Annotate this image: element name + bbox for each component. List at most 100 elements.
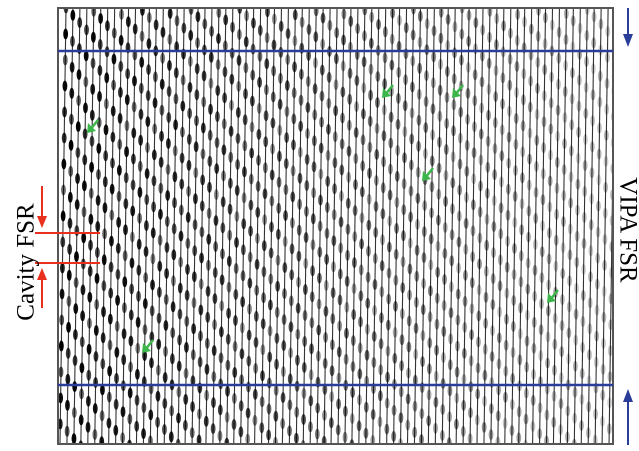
fringe-spot bbox=[312, 161, 317, 172]
fringe-spot bbox=[361, 134, 366, 145]
fringe-spot bbox=[76, 95, 81, 106]
fringe-spot bbox=[281, 392, 286, 403]
fringe-spot bbox=[408, 264, 413, 275]
fringe-spot bbox=[427, 337, 432, 348]
fringe-spot bbox=[559, 372, 564, 383]
fringe-spot bbox=[61, 159, 66, 170]
fringe-spot bbox=[235, 159, 240, 170]
fringe-spot bbox=[578, 23, 583, 34]
fringe-spot bbox=[375, 71, 380, 82]
fringe-spot bbox=[207, 208, 212, 219]
fringe-spot bbox=[268, 274, 273, 285]
fringe-spot bbox=[463, 270, 468, 281]
fringe-spot bbox=[157, 261, 162, 272]
fringe-spot bbox=[530, 421, 535, 432]
fringe-spot bbox=[236, 133, 241, 144]
fringe-spot bbox=[504, 340, 509, 351]
fringe-spot bbox=[264, 84, 269, 95]
fringe-spot bbox=[131, 180, 136, 191]
fringe-spot bbox=[410, 108, 415, 119]
fringe-spot bbox=[302, 336, 307, 347]
fringe-spot bbox=[584, 56, 589, 67]
fringe-spot bbox=[527, 154, 532, 165]
fringe-spot bbox=[359, 264, 364, 275]
fringe-spot bbox=[564, 8, 569, 19]
fringe-spot bbox=[494, 39, 499, 50]
fringe-spot bbox=[207, 156, 212, 167]
fringe-spot bbox=[521, 120, 526, 131]
fringe-spot bbox=[86, 396, 91, 407]
fringe-spot bbox=[327, 20, 332, 31]
fringe-spot bbox=[97, 91, 102, 102]
fringe-spot bbox=[545, 358, 550, 369]
fringe-spot bbox=[246, 382, 251, 393]
figure: Cavity FSR VIPA FSR bbox=[0, 0, 639, 451]
fringe-spot bbox=[411, 30, 416, 41]
fringe-spot bbox=[211, 371, 216, 382]
fringe-spot bbox=[322, 410, 327, 421]
fringe-spot bbox=[389, 60, 394, 71]
fringe-spot bbox=[607, 397, 612, 408]
fringe-spot bbox=[619, 41, 624, 52]
fringe-spot bbox=[493, 91, 498, 102]
fringe-spot bbox=[240, 348, 245, 359]
fringe-spot bbox=[175, 15, 180, 26]
fringe-spot bbox=[118, 61, 123, 72]
fringe-spot bbox=[541, 142, 546, 153]
fringe-spot bbox=[82, 180, 87, 191]
fringe-spot bbox=[534, 187, 539, 198]
fringe-spot bbox=[165, 242, 170, 253]
fringe-spot bbox=[151, 227, 156, 238]
fringe-spot bbox=[470, 251, 475, 262]
fringe-spot bbox=[614, 405, 619, 416]
fringe-spot bbox=[288, 373, 293, 384]
fringe-spot bbox=[123, 250, 128, 261]
fringe-spot bbox=[346, 224, 351, 235]
fringe-spot bbox=[360, 160, 365, 171]
fringe-spot bbox=[615, 353, 620, 364]
fringe-spot bbox=[446, 14, 451, 25]
fringe-spot bbox=[438, 33, 443, 44]
fringe-spot bbox=[492, 169, 497, 180]
fringe-spot bbox=[490, 299, 495, 310]
fringe-spot bbox=[512, 269, 517, 280]
fringe-spot bbox=[123, 198, 128, 209]
fringe-spot bbox=[595, 253, 600, 264]
fringe-spot bbox=[320, 39, 325, 50]
fringe-spot bbox=[147, 12, 152, 23]
fringe-spot bbox=[70, 36, 75, 47]
fringe-spot bbox=[345, 250, 350, 261]
fringe-spot bbox=[532, 291, 537, 302]
fringe-spot bbox=[408, 238, 413, 249]
fringe-spot bbox=[419, 408, 424, 419]
fringe-spot bbox=[554, 235, 559, 246]
fringe-spot bbox=[443, 196, 448, 207]
fringe-spot bbox=[431, 51, 436, 62]
fringe-spot bbox=[254, 337, 259, 348]
fringe-spot bbox=[282, 262, 287, 273]
fringe-spot bbox=[442, 300, 447, 311]
fringe-spot bbox=[318, 195, 323, 206]
fringe-spot bbox=[285, 54, 290, 65]
fringe-spot bbox=[559, 346, 564, 357]
fringe-spot bbox=[449, 307, 454, 318]
fringe-spot bbox=[77, 17, 82, 28]
fringe-spot bbox=[622, 334, 627, 345]
fringe-spot bbox=[159, 105, 164, 116]
fringe-spot bbox=[255, 233, 260, 244]
fringe-spot bbox=[317, 247, 322, 258]
fringe-spot bbox=[109, 210, 114, 221]
fringe-spot bbox=[461, 400, 466, 411]
fringe-spot bbox=[225, 360, 230, 371]
fringe-spot bbox=[89, 188, 94, 199]
fringe-spot bbox=[152, 123, 157, 134]
fringe-spot bbox=[547, 202, 552, 213]
fringe-spot bbox=[562, 112, 567, 123]
fringe-spot bbox=[433, 423, 438, 434]
fringe-spot bbox=[550, 20, 555, 31]
fringe-spot bbox=[547, 254, 552, 265]
fringe-spot bbox=[152, 175, 157, 186]
fringe-spot bbox=[465, 140, 470, 151]
fringe-spot bbox=[263, 136, 268, 147]
fringe-spot bbox=[163, 346, 168, 357]
